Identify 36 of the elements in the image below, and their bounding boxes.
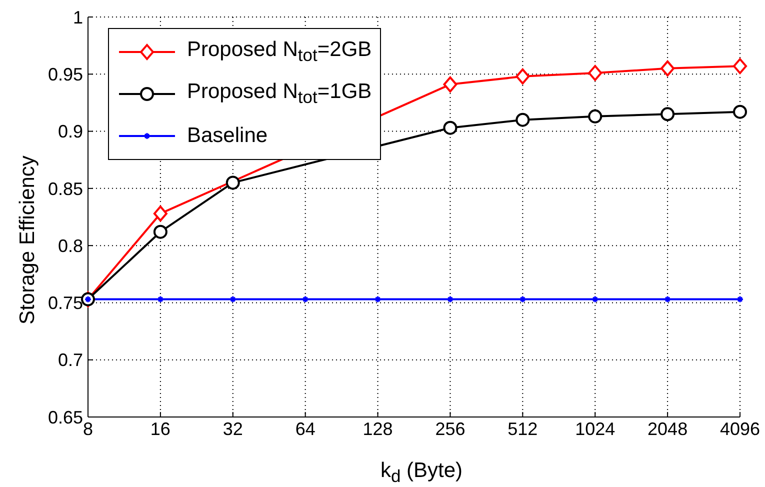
point [516,112,530,127]
y-tick-label: 1 [72,7,83,28]
y-tick-label: 0.85 [48,178,83,199]
point [588,109,602,124]
point [588,65,602,81]
y-tick-label: 0.9 [58,122,83,142]
point [733,104,747,119]
legend-label: Proposed N$_{tot}$=1GB [187,80,372,108]
point [443,76,458,92]
x-tick-label: 512 [508,418,538,439]
point [660,107,675,122]
legend-label: Proposed N$_{tot}$=2GB [187,38,372,66]
point [226,176,240,190]
point [443,120,458,135]
y-tick-label: 0.8 [58,236,83,256]
x-tick-label: 16 [150,418,170,439]
y-tick-label: 0.7 [58,350,83,370]
point [733,58,747,74]
x-tick-label: 32 [222,418,243,439]
legend-label: Baseline [187,124,268,148]
y-axis-title: Storage Efficiency [16,154,40,326]
point [660,60,675,76]
y-tick-label: 0.95 [48,64,83,85]
point [153,206,168,222]
x-tick-label: 64 [295,418,316,439]
x-tick-label: 4096 [720,418,760,439]
x-tick-label: 2048 [648,418,688,439]
x-tick-label: 8 [82,418,94,439]
y-tick-label: 0.75 [48,293,83,314]
x-tick-label: 256 [435,418,466,439]
point [516,68,530,84]
x-tick-label: 1024 [575,418,616,439]
point [153,224,168,239]
x-axis-title: k$_{d}$ (Byte) [379,458,464,487]
x-tick-label: 128 [362,418,393,439]
y-tick-label: 0.65 [48,407,83,428]
